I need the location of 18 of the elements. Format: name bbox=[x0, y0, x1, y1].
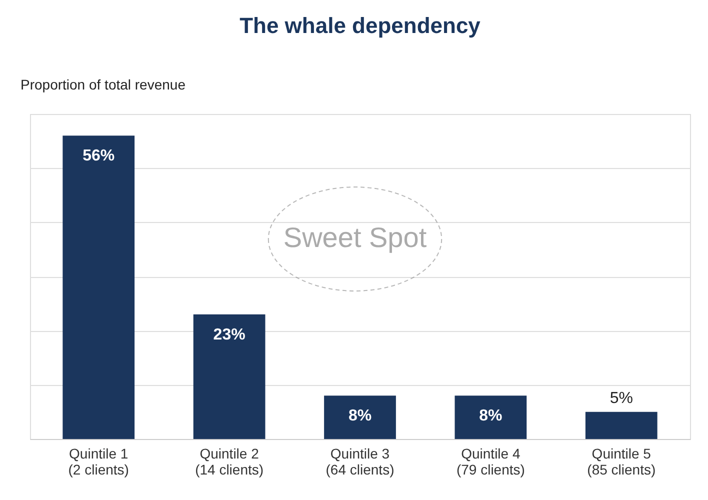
data-label: 8% bbox=[479, 408, 502, 425]
bar bbox=[585, 412, 658, 439]
y-axis-title: Proportion of total revenue bbox=[20, 76, 186, 92]
data-label: 5% bbox=[610, 390, 633, 407]
x-tick-label: Quintile 2 (14 clients) bbox=[195, 446, 264, 478]
annotation: Sweet Spot bbox=[283, 222, 427, 253]
data-label: 56% bbox=[82, 148, 115, 165]
x-tick-label: Quintile 4 (79 clients) bbox=[456, 446, 525, 478]
bar bbox=[324, 396, 396, 439]
data-label: 23% bbox=[213, 326, 246, 344]
x-tick-label: Quintile 1 (2 clients) bbox=[68, 446, 129, 478]
data-label: 8% bbox=[348, 408, 372, 425]
bar bbox=[193, 314, 266, 439]
bar bbox=[62, 136, 135, 439]
x-tick-label: Quintile 5 (85 clients) bbox=[587, 446, 656, 478]
x-tick-label: Quintile 3 (64 clients) bbox=[326, 446, 394, 478]
bar bbox=[454, 396, 527, 439]
chart-title: The whale dependency bbox=[240, 13, 482, 38]
